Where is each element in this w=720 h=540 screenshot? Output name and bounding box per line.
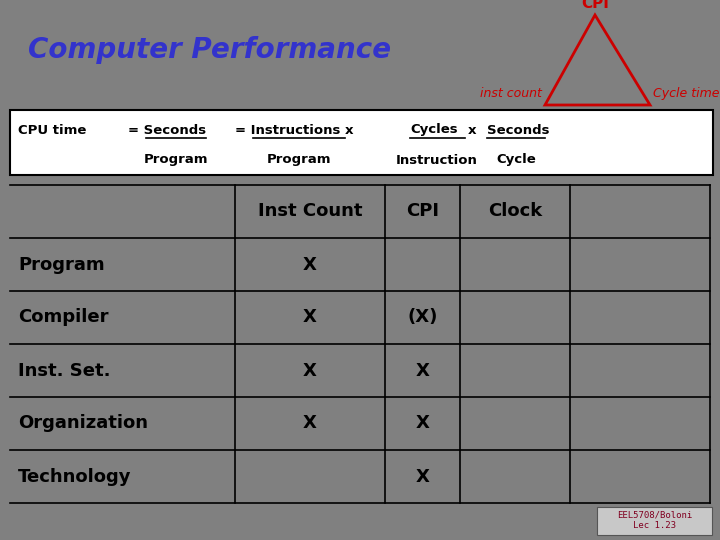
Text: Cycle: Cycle: [496, 153, 536, 166]
FancyBboxPatch shape: [10, 110, 713, 175]
Text: Inst Count: Inst Count: [258, 202, 362, 220]
Text: Cycle time: Cycle time: [653, 87, 719, 100]
Text: CPU time: CPU time: [18, 124, 86, 137]
Text: X: X: [303, 361, 317, 380]
Text: EEL5708/Boloni: EEL5708/Boloni: [617, 510, 692, 519]
Text: Cycles: Cycles: [410, 124, 458, 137]
Text: CPI: CPI: [581, 0, 609, 11]
Text: Seconds: Seconds: [487, 124, 549, 137]
FancyBboxPatch shape: [597, 507, 712, 535]
Text: Organization: Organization: [18, 415, 148, 433]
Text: x: x: [468, 124, 476, 137]
Text: = Seconds: = Seconds: [128, 124, 206, 137]
Text: Instruction: Instruction: [396, 153, 478, 166]
Text: Inst. Set.: Inst. Set.: [18, 361, 110, 380]
Text: Lec 1.23: Lec 1.23: [633, 522, 676, 530]
Text: Clock: Clock: [488, 202, 542, 220]
Text: CPI: CPI: [406, 202, 439, 220]
Text: X: X: [303, 308, 317, 327]
Text: Computer Performance: Computer Performance: [28, 36, 391, 64]
Text: X: X: [415, 468, 429, 485]
Text: (X): (X): [408, 308, 438, 327]
Text: Program: Program: [144, 153, 208, 166]
Text: = Instructions x: = Instructions x: [235, 124, 354, 137]
Text: Program: Program: [18, 255, 104, 273]
Text: X: X: [415, 361, 429, 380]
Text: inst count: inst count: [480, 87, 542, 100]
Text: X: X: [303, 255, 317, 273]
Text: Program: Program: [266, 153, 331, 166]
Text: X: X: [303, 415, 317, 433]
Text: Technology: Technology: [18, 468, 132, 485]
Text: X: X: [415, 415, 429, 433]
Text: Compiler: Compiler: [18, 308, 109, 327]
